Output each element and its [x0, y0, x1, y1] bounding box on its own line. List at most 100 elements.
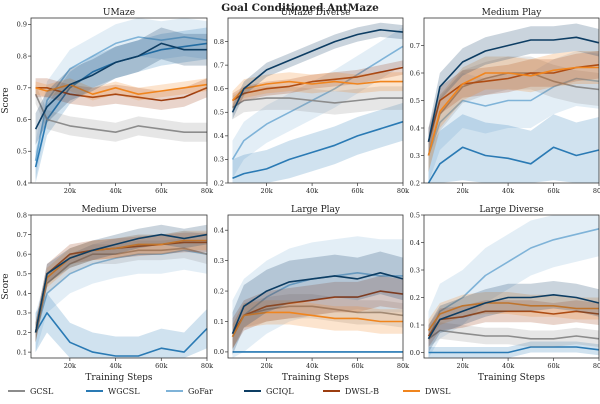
series-wgcsl	[427, 114, 600, 184]
x-tick-label: 60k	[155, 362, 167, 370]
x-tick-label: 80k	[593, 187, 600, 195]
y-tick-label: 0.4	[214, 132, 224, 140]
y-tick-label: 0.6	[17, 116, 27, 124]
plot-frame	[30, 214, 208, 359]
panel-title: UMaze Diverse	[281, 8, 351, 18]
legend: GCSL WGCSL GoFar GCIQL DWSL-B DWSL	[8, 387, 451, 396]
x-tick-label: 20k	[457, 187, 469, 195]
x-tick-label: 40k	[502, 187, 514, 195]
series-wgcsl	[232, 351, 403, 353]
y-tick-label: 0.6	[410, 69, 420, 77]
series-dwsl-b	[35, 78, 208, 110]
series-line	[34, 239, 207, 333]
x-axis-label: Training Steps	[85, 373, 153, 383]
series-band	[428, 51, 599, 172]
y-tick-label: 0.1	[214, 318, 224, 326]
legend-item-gciql: GCIQL	[244, 387, 294, 396]
series-line	[231, 271, 404, 335]
y-tick-label: 0.7	[214, 61, 224, 69]
series-line	[427, 36, 600, 142]
y-tick-label: 0.7	[410, 42, 420, 50]
series-dwsl	[35, 78, 208, 101]
series-band	[35, 238, 207, 343]
x-tick-label: 60k	[547, 187, 559, 195]
x-tick-label: 20k	[64, 187, 76, 195]
series-band	[35, 224, 207, 343]
series-line	[231, 305, 404, 338]
y-tick-label: 0.0	[410, 349, 420, 357]
x-tick-label: 40k	[502, 362, 514, 370]
y-tick-label: 0.3	[410, 152, 420, 160]
series-line	[427, 310, 600, 337]
series-gciql	[427, 281, 600, 353]
y-tick-label: 0.4	[410, 124, 420, 132]
panel-medium-play: Medium Play 0.2 0.3 0.4 0.5 0.6 0.7 20k 40k 60k 80…	[410, 8, 600, 195]
plot-frame	[227, 214, 404, 359]
x-tick-label: 60k	[351, 362, 363, 370]
x-axis-label: Training Steps	[478, 373, 546, 383]
panel-title: Medium Diverse	[81, 205, 156, 215]
series-wgcsl	[428, 341, 600, 358]
series-dwsl	[231, 300, 403, 349]
x-tick-label: 40k	[306, 187, 318, 195]
y-tick-label: 0.8	[17, 52, 27, 60]
x-tick-label: 80k	[201, 187, 213, 195]
series-band	[35, 27, 207, 183]
series-line	[427, 64, 600, 143]
series-line	[34, 93, 207, 133]
series-line	[231, 290, 404, 335]
series-band	[35, 78, 207, 110]
series-gciql	[34, 27, 207, 145]
legend-label: GCSL	[30, 387, 54, 396]
y-tick-label: 0.8	[214, 38, 224, 46]
series-gcsl	[232, 86, 403, 120]
legend-item-gofar: GoFar	[166, 387, 213, 396]
panel-title: Large Diverse	[479, 205, 543, 215]
series-dwsl	[427, 51, 599, 172]
legend-label: DWSL-B	[345, 387, 379, 396]
x-tick-label: 80k	[201, 362, 213, 370]
series-band	[428, 23, 599, 156]
series-line	[231, 311, 403, 338]
series-line	[34, 247, 208, 333]
series-band	[232, 22, 403, 120]
y-tick-label: 0.5	[17, 148, 27, 156]
x-tick-label: 80k	[593, 362, 600, 370]
series-dwsl	[427, 292, 599, 342]
x-tick-label: 20k	[261, 362, 273, 370]
x-tick-label: 80k	[397, 362, 409, 370]
y-tick-label: 0.5	[214, 109, 224, 117]
series-gcsl	[428, 322, 600, 347]
series-line	[427, 66, 599, 156]
panel-title: Medium Play	[482, 8, 543, 18]
y-tick-label: 0.6	[17, 250, 27, 258]
series-gciql	[231, 251, 404, 355]
series-band	[428, 300, 599, 347]
series-line	[34, 233, 208, 333]
series-line	[427, 293, 600, 340]
series-band	[232, 86, 403, 120]
y-tick-label: 0.4	[17, 179, 27, 187]
panel-title: Large Play	[291, 205, 341, 215]
y-tick-label: 0.8	[17, 211, 27, 219]
y-tick-label: 0.4	[410, 239, 420, 247]
y-tick-label: 0.5	[410, 97, 420, 105]
series-band	[35, 293, 207, 358]
x-tick-label: 80k	[397, 187, 409, 195]
y-tick-label: 0.3	[214, 156, 224, 164]
y-tick-label: 0.3	[214, 257, 224, 265]
series-gcsl	[34, 238, 208, 343]
y-tick-label: 0.0	[214, 348, 224, 356]
series-line	[427, 146, 600, 184]
series-gciql	[231, 22, 404, 120]
series-line	[231, 28, 404, 113]
series-band	[232, 72, 403, 110]
series-wgcsl	[34, 293, 208, 358]
y-tick-label: 0.2	[214, 287, 224, 295]
y-tick-label: 0.1	[17, 348, 27, 356]
series-band	[232, 102, 403, 183]
series-line	[427, 302, 599, 331]
legend-item-dwsl-b: DWSL-B	[323, 387, 379, 396]
